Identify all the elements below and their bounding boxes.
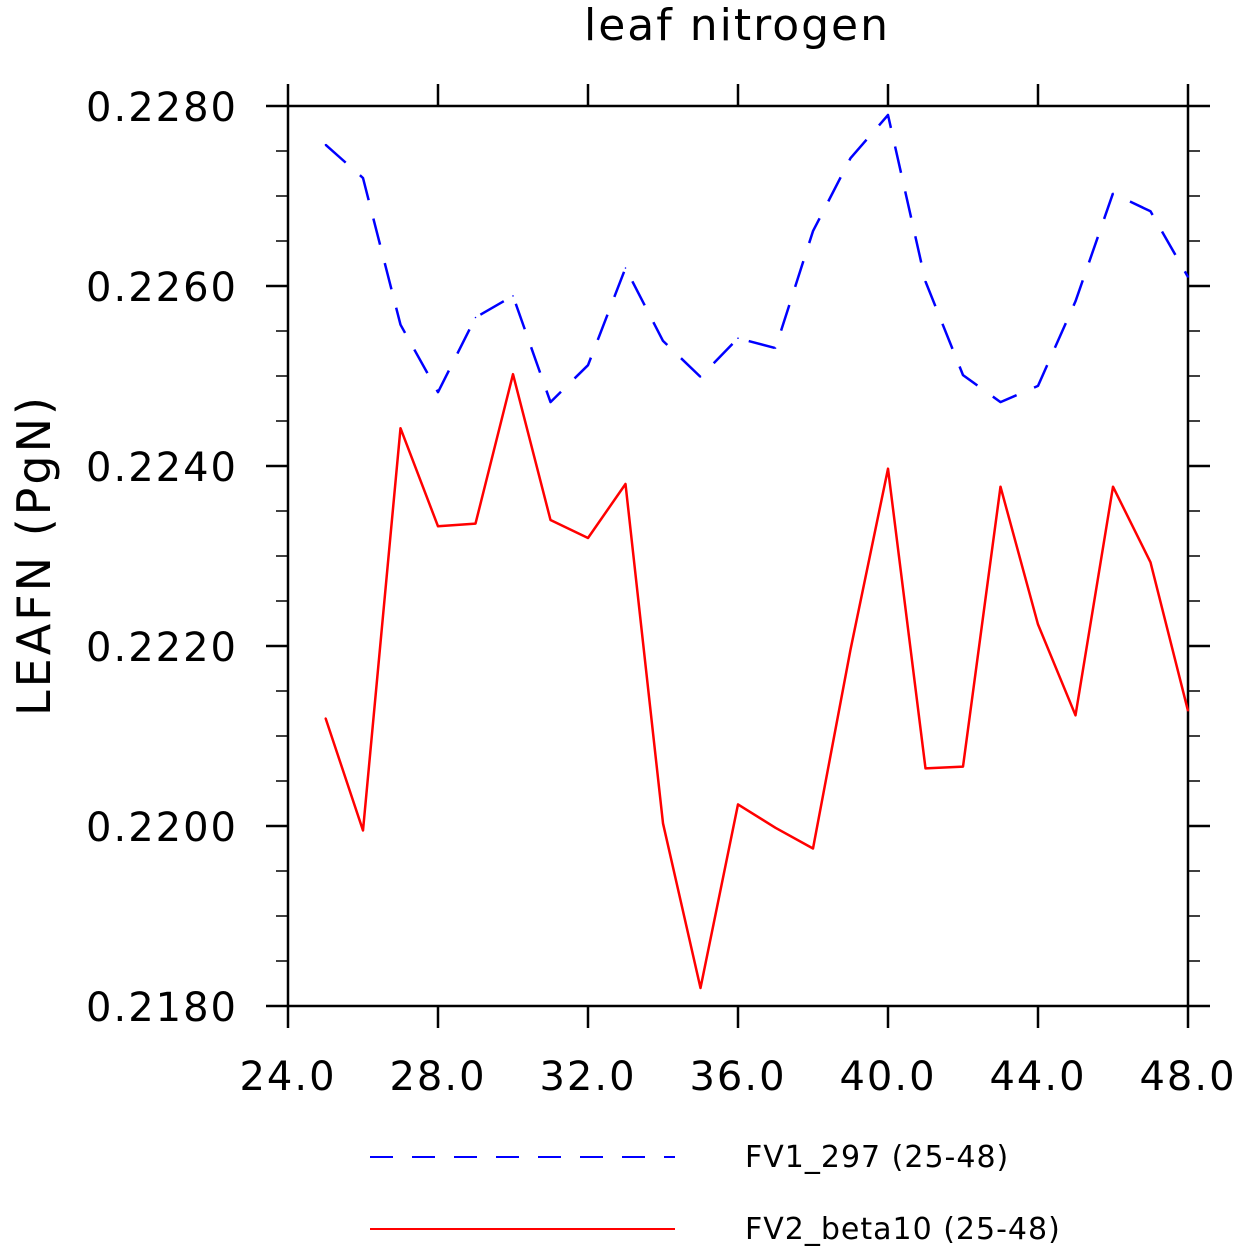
data-point	[737, 803, 739, 806]
data-point	[587, 537, 589, 539]
data-point	[849, 648, 852, 651]
data-point	[399, 323, 402, 326]
x-tick-label: 28.0	[389, 1054, 486, 1100]
legend-label-1: FV1_297 (25-48)	[745, 1140, 1009, 1175]
x-tick-label: 32.0	[539, 1054, 636, 1100]
data-point	[699, 987, 702, 989]
data-point	[324, 143, 327, 146]
data-point	[1149, 561, 1152, 564]
data-point	[324, 717, 327, 719]
data-point	[999, 485, 1002, 488]
data-point	[662, 340, 664, 342]
data-point	[437, 391, 439, 394]
data-point	[587, 364, 589, 367]
data-point	[624, 483, 627, 485]
data-point	[774, 347, 777, 349]
data-point	[1149, 210, 1152, 213]
data-point	[887, 467, 889, 470]
legend-label-2: FV2_beta10 (25-48)	[745, 1212, 1061, 1247]
data-point	[362, 829, 364, 832]
data-point	[549, 519, 552, 521]
data-point	[849, 157, 852, 159]
y-tick-label: 0.2280	[86, 85, 238, 131]
data-point	[1187, 276, 1189, 278]
x-tick-label: 48.0	[1139, 1054, 1234, 1100]
chart-title: leaf nitrogen	[584, 0, 890, 51]
y-tick-label: 0.2200	[86, 805, 238, 851]
series-line-1	[324, 113, 1190, 404]
data-point	[362, 177, 364, 179]
data-point	[924, 767, 927, 770]
y-tick-label: 0.2180	[86, 985, 238, 1031]
data-point	[812, 230, 814, 232]
data-point	[962, 374, 964, 376]
x-tick-label: 40.0	[839, 1054, 936, 1100]
x-tick-label: 24.0	[239, 1054, 336, 1100]
data-point	[887, 114, 889, 116]
data-point	[812, 847, 814, 850]
data-point	[1074, 300, 1077, 303]
legend: FV1_297 (25-48) FV2_beta10 (25-48)	[370, 1140, 1061, 1247]
data-point	[924, 280, 927, 283]
data-point	[512, 295, 514, 297]
data-point	[624, 267, 627, 269]
data-point	[1112, 485, 1114, 488]
data-point	[474, 522, 477, 525]
y-axis-label: LEAFN (PgN)	[7, 394, 61, 716]
data-point	[774, 827, 777, 829]
data-point	[512, 373, 514, 376]
data-point	[399, 427, 402, 430]
y-tick-label: 0.2260	[86, 265, 238, 311]
y-tick-label: 0.2240	[86, 445, 238, 491]
data-point	[549, 401, 552, 403]
data-point	[662, 822, 664, 825]
plot-frame	[286, 104, 1190, 1008]
data-point	[437, 525, 439, 528]
data-point	[962, 765, 964, 768]
data-point	[1037, 385, 1039, 387]
axis-ticks	[266, 84, 1210, 1028]
data-point	[999, 401, 1002, 403]
data-point	[699, 376, 702, 378]
y-tick-label: 0.2220	[86, 625, 238, 671]
x-tick-label: 36.0	[689, 1054, 786, 1100]
data-point	[1187, 710, 1189, 712]
data-point	[1074, 714, 1077, 717]
x-tick-label: 44.0	[989, 1054, 1086, 1100]
data-point	[1037, 623, 1039, 626]
series-line-2	[324, 372, 1190, 990]
data-point	[474, 316, 477, 319]
series-lines	[324, 113, 1190, 990]
data-point	[1112, 192, 1114, 195]
tick-labels: 24.0 28.0 32.0 36.0 40.0 44.0 48.0 0.2180 0.2200…	[86, 85, 1234, 1100]
data-point	[737, 337, 739, 340]
